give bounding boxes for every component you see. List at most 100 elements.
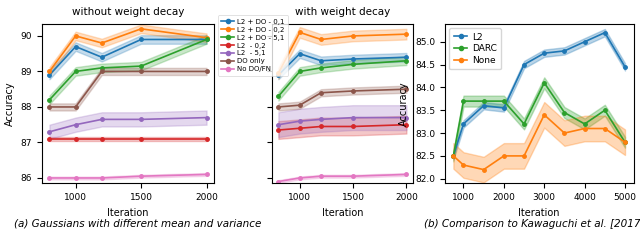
Line: L2 + DO - 0,2: L2 + DO - 0,2 — [48, 27, 208, 73]
L2 + DO - 0,1 — [203, 38, 211, 41]
Line: L2: L2 — [452, 31, 627, 158]
No DO/FN — [296, 176, 303, 179]
Line: L2 + DO - 0,2: L2 + DO - 0,2 — [276, 31, 408, 75]
L2 + DO - 5,1 — [72, 70, 79, 73]
None — [561, 132, 568, 134]
L2 + DO - 0,2 — [137, 27, 145, 30]
X-axis label: Iteration: Iteration — [108, 208, 148, 218]
Legend: L2, DARC, None: L2, DARC, None — [449, 28, 501, 70]
L2  - 5,1 — [317, 118, 325, 121]
L2  - 0,2 — [296, 127, 303, 130]
Text: (b) Comparison to Kawaguchi et al. [2017]: (b) Comparison to Kawaguchi et al. [2017… — [424, 219, 640, 229]
None — [540, 114, 548, 116]
Line: L2 + DO - 0,1: L2 + DO - 0,1 — [276, 52, 408, 77]
No DO/FN — [317, 175, 325, 178]
L2 + DO - 0,2 — [203, 36, 211, 39]
Text: (a) Gaussians with different mean and variance: (a) Gaussians with different mean and va… — [14, 219, 261, 229]
DO only — [137, 70, 145, 73]
Line: None: None — [452, 113, 627, 171]
L2  - 0,2 — [45, 137, 53, 140]
L2 + DO - 0,2 — [275, 72, 282, 75]
DO only — [98, 70, 106, 73]
Line: L2  - 0,2: L2 - 0,2 — [48, 137, 208, 141]
Line: L2 + DO - 5,1: L2 + DO - 5,1 — [48, 38, 208, 102]
L2 + DO - 5,1 — [203, 38, 211, 41]
L2 + DO - 0,1 — [275, 74, 282, 76]
L2  - 5,1 — [72, 123, 79, 126]
L2 + DO - 5,1 — [137, 65, 145, 67]
L2 — [580, 40, 588, 43]
DARC — [500, 100, 508, 102]
Line: L2  - 5,1: L2 - 5,1 — [276, 116, 408, 126]
Line: L2  - 5,1: L2 - 5,1 — [48, 116, 208, 133]
L2 — [460, 122, 467, 125]
None — [520, 154, 528, 157]
None — [621, 141, 629, 144]
DO only — [296, 104, 303, 107]
X-axis label: Iteration: Iteration — [322, 208, 363, 218]
L2 + DO - 0,2 — [98, 42, 106, 44]
DO only — [72, 106, 79, 108]
L2 + DO - 0,1 — [98, 56, 106, 59]
None — [500, 154, 508, 157]
DARC — [580, 122, 588, 125]
L2 — [449, 154, 457, 157]
L2  - 0,2 — [203, 137, 211, 140]
L2 + DO - 5,1 — [403, 59, 410, 62]
DARC — [540, 82, 548, 84]
L2  - 0,2 — [72, 137, 79, 140]
L2 + DO - 0,1 — [403, 56, 410, 59]
L2  - 5,1 — [203, 116, 211, 119]
No DO/FN — [98, 176, 106, 179]
No DO/FN — [403, 173, 410, 176]
Line: L2  - 0,2: L2 - 0,2 — [276, 123, 408, 132]
X-axis label: Iteration: Iteration — [518, 208, 560, 218]
Y-axis label: Accuracy: Accuracy — [399, 81, 410, 126]
DARC — [480, 100, 488, 102]
DARC — [460, 100, 467, 102]
Line: DO only: DO only — [276, 87, 408, 109]
None — [601, 127, 609, 130]
L2  - 5,1 — [137, 118, 145, 121]
L2 + DO - 0,2 — [317, 38, 325, 41]
No DO/FN — [45, 176, 53, 179]
L2 + DO - 5,1 — [45, 98, 53, 101]
L2  - 5,1 — [275, 123, 282, 126]
DARC — [561, 111, 568, 114]
DO only — [203, 70, 211, 73]
L2 — [621, 66, 629, 68]
Y-axis label: Accuracy: Accuracy — [5, 81, 15, 126]
L2  - 0,2 — [403, 123, 410, 126]
Line: DO only: DO only — [48, 70, 208, 109]
No DO/FN — [349, 175, 357, 178]
L2 — [480, 104, 488, 107]
L2 — [540, 52, 548, 55]
Line: L2 + DO - 0,1: L2 + DO - 0,1 — [48, 38, 208, 77]
L2  - 0,2 — [98, 137, 106, 140]
DARC — [520, 122, 528, 125]
None — [449, 154, 457, 157]
Legend: L2 + DO - 0,1, L2 + DO - 0,2, L2 + DO - 5,1, L2  - 0,2, L2  - 5,1, DO only, No D: L2 + DO - 0,1, L2 + DO - 0,2, L2 + DO - … — [218, 15, 288, 76]
L2  - 5,1 — [45, 130, 53, 133]
L2  - 5,1 — [98, 118, 106, 121]
L2 + DO - 0,1 — [72, 45, 79, 48]
L2 + DO - 5,1 — [98, 67, 106, 69]
No DO/FN — [72, 176, 79, 179]
Line: DARC: DARC — [452, 81, 627, 158]
L2 + DO - 0,1 — [317, 59, 325, 62]
L2 + DO - 0,1 — [349, 58, 357, 60]
DO only — [317, 91, 325, 94]
L2 + DO - 0,2 — [45, 70, 53, 73]
L2 — [561, 50, 568, 52]
L2 + DO - 5,1 — [317, 67, 325, 69]
L2 + DO - 5,1 — [349, 63, 357, 66]
L2  - 0,2 — [275, 129, 282, 131]
Line: L2 + DO - 5,1: L2 + DO - 5,1 — [276, 59, 408, 98]
DO only — [403, 88, 410, 91]
L2 + DO - 5,1 — [296, 70, 303, 73]
L2 + DO - 0,2 — [296, 31, 303, 34]
DO only — [349, 90, 357, 92]
L2 — [601, 31, 609, 34]
Title: with weight decay: with weight decay — [295, 7, 390, 17]
L2  - 5,1 — [403, 116, 410, 119]
